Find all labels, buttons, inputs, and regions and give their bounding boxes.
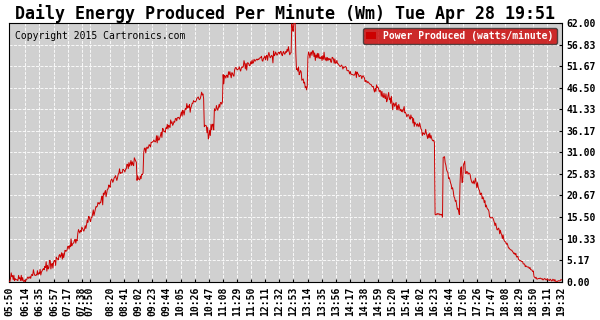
Legend: Power Produced (watts/minute): Power Produced (watts/minute) [363, 28, 557, 44]
Title: Daily Energy Produced Per Minute (Wm) Tue Apr 28 19:51: Daily Energy Produced Per Minute (Wm) Tu… [16, 4, 556, 23]
Text: Copyright 2015 Cartronics.com: Copyright 2015 Cartronics.com [14, 31, 185, 41]
